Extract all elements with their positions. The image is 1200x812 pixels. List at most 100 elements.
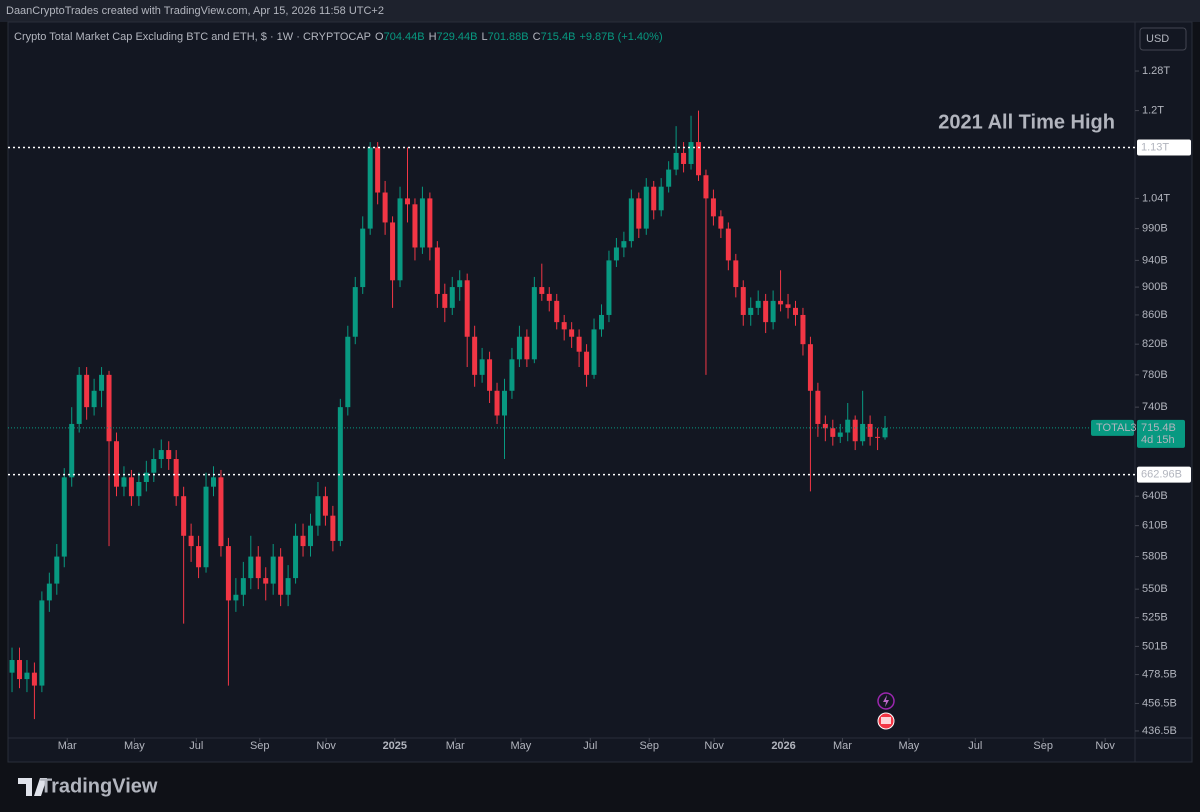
candle-body xyxy=(748,307,754,315)
candle-body xyxy=(778,300,784,305)
candle-body xyxy=(210,477,216,487)
candle-body xyxy=(882,427,888,438)
candle-body xyxy=(688,142,694,164)
candle-body xyxy=(636,198,642,229)
ohlc-key: C xyxy=(533,31,541,43)
candle-body xyxy=(501,390,507,416)
candle-body xyxy=(315,496,321,526)
candle-body xyxy=(807,344,813,391)
y-tick-label: 820B xyxy=(1142,338,1168,350)
y-tick-label: 740B xyxy=(1142,401,1168,413)
candle-body xyxy=(658,186,664,211)
candle-body xyxy=(322,496,328,516)
x-tick-label: Jul xyxy=(189,740,203,752)
candle-body xyxy=(875,436,881,438)
candle-body xyxy=(725,228,731,261)
candle-body xyxy=(733,260,739,288)
credit-bar xyxy=(0,0,1200,22)
y-tick-label: 940B xyxy=(1142,254,1168,266)
x-tick-label: Jul xyxy=(583,740,597,752)
candle-body xyxy=(666,169,672,187)
candle-body xyxy=(427,198,433,248)
candle-body xyxy=(106,374,112,442)
candle-body xyxy=(151,459,157,473)
y-tick-label: 990B xyxy=(1142,223,1168,235)
level-label-box xyxy=(1137,466,1191,483)
candle-body xyxy=(643,186,649,229)
candle-body xyxy=(61,477,67,557)
y-tick-label: 1.2T xyxy=(1142,105,1164,117)
candle-body xyxy=(681,152,687,164)
y-tick-label: 525B xyxy=(1142,612,1168,624)
y-tick-label: 501B xyxy=(1142,640,1168,652)
chart-pane xyxy=(7,21,1193,763)
candle-body xyxy=(837,432,843,437)
candle-body xyxy=(524,336,530,360)
x-tick-label: Jul xyxy=(968,740,982,752)
x-tick-label: Mar xyxy=(446,740,465,752)
candle-body xyxy=(330,515,336,541)
lightning-icon xyxy=(883,695,889,707)
candle-body xyxy=(225,546,231,601)
ohlc-value: 715.4B xyxy=(541,31,576,43)
ohlc-key: L xyxy=(482,31,488,43)
candle-body xyxy=(442,293,448,308)
symbol-label: TOTAL3 xyxy=(1096,422,1137,434)
candle-body xyxy=(263,578,269,584)
y-tick-label: 1.28T xyxy=(1142,65,1170,77)
candle-body xyxy=(449,287,455,308)
candle-body xyxy=(860,423,866,442)
x-tick-label: Mar xyxy=(833,740,852,752)
candle-body xyxy=(233,594,239,601)
x-tick-label: Sep xyxy=(639,740,659,752)
ohlc-key: H xyxy=(429,31,437,43)
candle-body xyxy=(248,556,254,579)
x-tick-label: Nov xyxy=(704,740,724,752)
candle-body xyxy=(196,546,202,568)
candle-body xyxy=(158,450,164,460)
candle-body xyxy=(360,228,366,288)
candle-body xyxy=(382,192,388,223)
currency-button[interactable] xyxy=(1139,27,1187,51)
candle-body xyxy=(569,329,575,337)
ohlc-key: O xyxy=(375,31,384,43)
candle-body xyxy=(39,600,45,686)
y-tick-label: 610B xyxy=(1142,520,1168,532)
candle-body xyxy=(509,359,515,391)
candle-body xyxy=(464,280,470,337)
candle-body xyxy=(46,583,52,601)
y-tick-label: 1.04T xyxy=(1142,192,1170,204)
candle-body xyxy=(651,186,657,211)
candle-body xyxy=(24,672,30,680)
ohlc-value: 704.44B xyxy=(384,31,425,43)
candle-body xyxy=(113,441,119,487)
candle-body xyxy=(598,314,604,330)
level-label: 1.13T xyxy=(1141,141,1169,153)
candle-body xyxy=(69,423,75,478)
candle-body xyxy=(487,359,493,391)
x-tick-label: Sep xyxy=(1033,740,1053,752)
candle-body xyxy=(352,287,358,337)
candle-body xyxy=(554,300,560,323)
candle-body xyxy=(703,175,709,199)
candle-body xyxy=(613,247,619,261)
candle-body xyxy=(99,374,105,391)
candle-body xyxy=(367,147,373,229)
candle-body xyxy=(695,142,701,176)
candle-body xyxy=(479,359,485,375)
candle-body xyxy=(9,660,15,673)
candle-body xyxy=(412,204,418,248)
candle-body xyxy=(867,423,873,437)
candle-body xyxy=(740,287,746,315)
brand-logo xyxy=(18,778,47,796)
candle-body xyxy=(345,336,351,408)
brand: TradingView xyxy=(40,775,158,797)
candle-body xyxy=(143,472,149,482)
candle-body xyxy=(822,423,828,429)
candle-body xyxy=(755,300,761,308)
currency[interactable]: USD xyxy=(1146,33,1169,45)
candle-body xyxy=(591,329,597,375)
candle-body xyxy=(584,351,590,375)
candle-body xyxy=(531,287,537,360)
candle-body xyxy=(307,525,313,547)
